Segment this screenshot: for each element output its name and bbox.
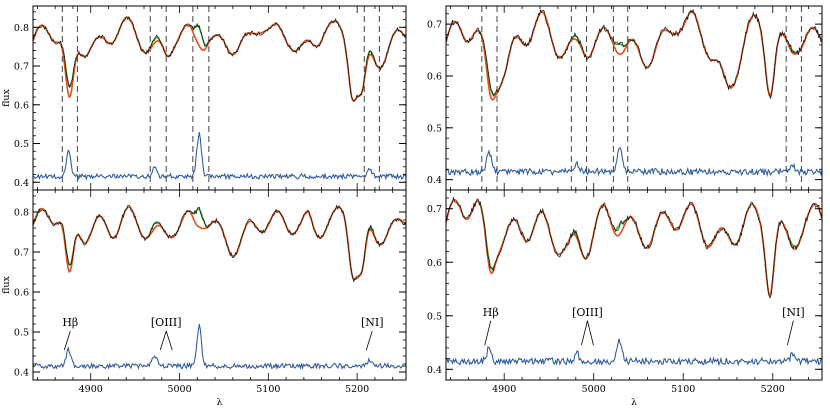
line-annotation: Hβ xyxy=(62,316,78,329)
y-tick-label: 0.5 xyxy=(427,123,442,134)
series-fit-stars xyxy=(33,206,406,281)
series-residual-raw xyxy=(33,132,406,180)
y-tick-label: 0.7 xyxy=(14,248,29,259)
annotation-pointer xyxy=(365,330,373,351)
annotation-pointer xyxy=(63,330,71,351)
panel-bottom-right: 0.4 0.5 0.6 0.7 4900 5000 5100 5200 λ Hβ [OIII] [NI… xyxy=(427,189,823,408)
panel-top-left: 0.4 0.5 0.6 0.7 0.8 flux xyxy=(1,5,407,191)
line-annotation: [OIII] xyxy=(572,306,603,319)
y-axis-label: flux xyxy=(1,88,12,106)
y-tick-label: 0.4 xyxy=(14,368,29,379)
annotation-pointer xyxy=(786,320,794,346)
line-annotation: Hβ xyxy=(483,306,499,319)
y-tick-label: 0.6 xyxy=(14,100,29,111)
series-residual-raw xyxy=(33,324,406,370)
annotation-pointer xyxy=(484,320,492,346)
y-tick-label: 0.7 xyxy=(427,20,442,31)
x-axis-label: λ xyxy=(631,397,637,408)
series-residual xyxy=(33,324,406,371)
y-tick-label: 0.5 xyxy=(427,311,442,322)
series-observed xyxy=(33,16,406,102)
series-fit-total xyxy=(446,199,822,297)
panel-top-right: 0.4 0.5 0.6 0.7 xyxy=(427,5,823,191)
annotation-pointer xyxy=(159,330,167,351)
line-annotation: [NI] xyxy=(361,316,384,329)
x-tick-label: 5200 xyxy=(345,384,369,395)
y-tick-label: 0.5 xyxy=(14,328,29,339)
y-tick-label: 0.4 xyxy=(14,178,29,189)
panel-bottom-left: 0.4 0.5 0.6 0.7 0.8 4900 5000 5100 5200 flux λ Hβ [O… xyxy=(1,189,407,408)
panel-frame xyxy=(32,189,407,381)
x-tick-label: 4900 xyxy=(79,384,103,395)
x-axis-label: λ xyxy=(216,397,222,408)
x-tick-label: 5000 xyxy=(582,384,606,395)
series-fit-total xyxy=(33,206,406,281)
y-tick-label: 0.6 xyxy=(427,71,442,82)
panel-frame xyxy=(445,189,823,381)
y-tick-label: 0.7 xyxy=(427,204,442,215)
x-tick-label: 5200 xyxy=(761,384,785,395)
series-observed xyxy=(446,8,822,99)
y-tick-label: 0.5 xyxy=(14,139,29,150)
series-residual xyxy=(446,338,822,367)
x-tick-label: 4900 xyxy=(492,384,516,395)
series-residual xyxy=(33,132,406,181)
y-tick-label: 0.4 xyxy=(427,175,442,186)
x-tick-label: 5100 xyxy=(256,384,280,395)
series-observed xyxy=(33,204,406,283)
y-tick-label: 0.8 xyxy=(14,208,29,219)
annotation-pointer xyxy=(165,330,173,351)
series-fit-stars xyxy=(446,10,822,101)
series-fit-total xyxy=(446,10,822,98)
y-tick-label: 0.7 xyxy=(14,62,29,73)
y-tick-label: 0.4 xyxy=(427,365,442,376)
panel-frame xyxy=(445,5,823,191)
annotation-pointer xyxy=(587,320,594,346)
y-tick-label: 0.6 xyxy=(427,258,442,269)
y-tick-label: 0.6 xyxy=(14,288,29,299)
y-axis-label: flux xyxy=(1,275,12,293)
line-annotation: [OIII] xyxy=(151,316,182,329)
line-annotation: [NI] xyxy=(782,306,805,319)
series-observed xyxy=(446,197,822,299)
series-fit-stars xyxy=(446,198,822,297)
x-tick-label: 5100 xyxy=(671,384,695,395)
x-tick-label: 5000 xyxy=(167,384,191,395)
series-residual xyxy=(446,146,822,178)
annotation-pointer xyxy=(581,320,588,346)
y-tick-label: 0.8 xyxy=(14,23,29,34)
panel-frame xyxy=(32,5,407,191)
